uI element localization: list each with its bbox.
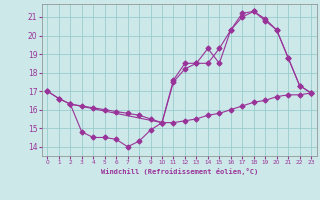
X-axis label: Windchill (Refroidissement éolien,°C): Windchill (Refroidissement éolien,°C) bbox=[100, 168, 258, 175]
